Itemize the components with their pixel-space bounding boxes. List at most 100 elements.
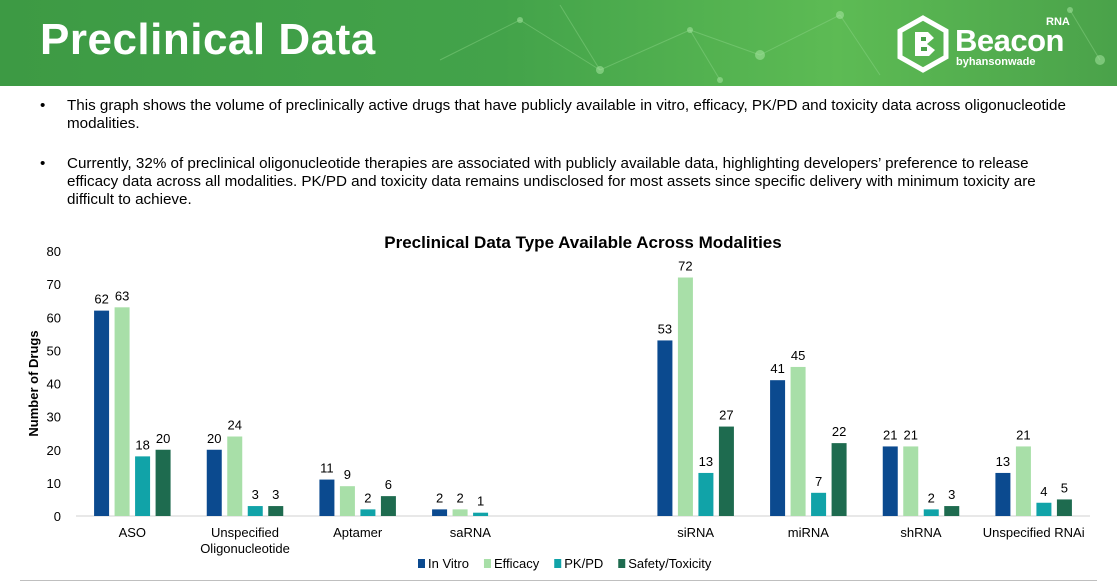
bar-pk-pd <box>135 456 151 516</box>
hexagon-logo-icon <box>897 15 949 73</box>
bar-in-vitro <box>882 446 898 516</box>
data-label: 6 <box>385 477 392 492</box>
bar-pk-pd <box>923 509 939 516</box>
data-label: 20 <box>207 431 221 446</box>
chart-title: Preclinical Data Type Available Across M… <box>384 233 781 252</box>
data-label: 3 <box>948 487 955 502</box>
data-label: 41 <box>770 361 784 376</box>
y-tick-label: 0 <box>54 509 61 524</box>
data-label: 21 <box>1016 427 1030 442</box>
bar-pk-pd <box>811 492 827 516</box>
bar-safety-toxicity <box>155 449 171 516</box>
data-label: 24 <box>228 418 242 433</box>
bar-safety-toxicity <box>380 496 396 516</box>
header-banner: Preclinical Data RNA Beacon byhansonwade <box>0 0 1117 86</box>
data-label: 2 <box>436 490 443 505</box>
data-label: 2 <box>364 490 371 505</box>
bar-efficacy <box>677 277 693 516</box>
bar-pk-pd <box>473 512 489 516</box>
data-label: 18 <box>135 437 149 452</box>
bullet-dot: • <box>40 97 46 114</box>
data-label: 3 <box>252 487 259 502</box>
x-tick-label: shRNA <box>900 525 942 540</box>
data-label: 72 <box>678 259 692 274</box>
bar-in-vitro <box>432 509 448 516</box>
data-label: 22 <box>832 424 846 439</box>
legend-swatch <box>618 559 626 568</box>
x-tick-label: ASO <box>119 525 146 540</box>
bar-chart: Preclinical Data Type Available Across M… <box>26 233 1090 571</box>
y-tick-label: 70 <box>47 277 61 292</box>
x-tick-label: miRNA <box>788 525 829 540</box>
y-tick-label: 60 <box>47 310 61 325</box>
logo-rna-tag: RNA <box>1046 16 1070 28</box>
bullet-text: This graph shows the volume of preclinic… <box>67 97 1066 132</box>
data-label: 53 <box>658 321 672 336</box>
logo-subtitle: byhansonwade <box>956 56 1036 68</box>
bar-pk-pd <box>247 506 263 516</box>
bar-safety-toxicity <box>1056 499 1072 516</box>
bar-safety-toxicity <box>718 426 734 516</box>
bar-efficacy <box>339 486 355 516</box>
bar-in-vitro <box>770 380 786 516</box>
data-label: 3 <box>272 487 279 502</box>
x-tick-label: Unspecified Oligonucleotide <box>200 525 290 556</box>
data-label: 21 <box>883 427 897 442</box>
x-tick-label: Aptamer <box>333 525 383 540</box>
data-label: 45 <box>791 348 805 363</box>
data-label: 13 <box>699 454 713 469</box>
data-label: 27 <box>719 408 733 423</box>
bar-pk-pd <box>1036 502 1052 516</box>
bullet-text: Currently, 32% of preclinical oligonucle… <box>67 155 1036 208</box>
y-tick-label: 10 <box>47 476 61 491</box>
bar-efficacy <box>903 446 919 516</box>
legend-label: Safety/Toxicity <box>628 556 712 571</box>
y-tick-label: 20 <box>47 443 61 458</box>
data-label: 1 <box>477 494 484 509</box>
bar-safety-toxicity <box>831 443 847 516</box>
data-label: 7 <box>815 474 822 489</box>
bar-efficacy <box>114 307 130 516</box>
legend-swatch <box>418 559 425 568</box>
x-tick-label: Unspecified RNAi <box>983 525 1085 540</box>
data-label: 20 <box>156 431 170 446</box>
bar-efficacy <box>227 436 243 516</box>
data-label: 5 <box>1061 480 1068 495</box>
y-tick-label: 30 <box>47 410 61 425</box>
legend-swatch <box>554 559 562 568</box>
bar-in-vitro <box>657 340 673 516</box>
bar-in-vitro <box>995 472 1011 516</box>
bar-efficacy <box>1015 446 1031 516</box>
data-label: 2 <box>928 490 935 505</box>
legend-label: PK/PD <box>564 556 603 571</box>
network-pattern-decoration <box>439 4 1105 83</box>
page-title: Preclinical Data <box>40 15 376 64</box>
bar-in-vitro <box>319 479 335 516</box>
bar-pk-pd <box>698 472 714 516</box>
y-axis-label: Number of Drugs <box>26 330 41 436</box>
bar-safety-toxicity <box>944 506 960 516</box>
bar-in-vitro <box>206 449 222 516</box>
logo-name: Beacon <box>955 23 1064 58</box>
y-tick-label: 40 <box>47 377 61 392</box>
y-tick-label: 50 <box>47 343 61 358</box>
x-tick-label: saRNA <box>450 525 492 540</box>
bar-efficacy <box>790 366 806 516</box>
data-label: 63 <box>115 288 129 303</box>
legend-label: In Vitro <box>428 556 469 571</box>
data-label: 13 <box>996 454 1010 469</box>
data-label: 62 <box>94 292 108 307</box>
data-label: 9 <box>344 467 351 482</box>
y-tick-label: 80 <box>47 244 61 259</box>
legend-swatch <box>483 559 491 568</box>
data-label: 2 <box>456 490 463 505</box>
data-label: 4 <box>1040 484 1047 499</box>
bullet-dot: • <box>40 155 46 172</box>
data-label: 21 <box>904 427 918 442</box>
bar-in-vitro <box>94 310 110 516</box>
x-tick-label: siRNA <box>677 525 714 540</box>
bar-efficacy <box>452 509 468 516</box>
beacon-logo: RNA Beacon byhansonwade <box>897 14 1082 76</box>
footer-divider <box>20 580 1097 581</box>
legend-label: Efficacy <box>494 556 540 571</box>
